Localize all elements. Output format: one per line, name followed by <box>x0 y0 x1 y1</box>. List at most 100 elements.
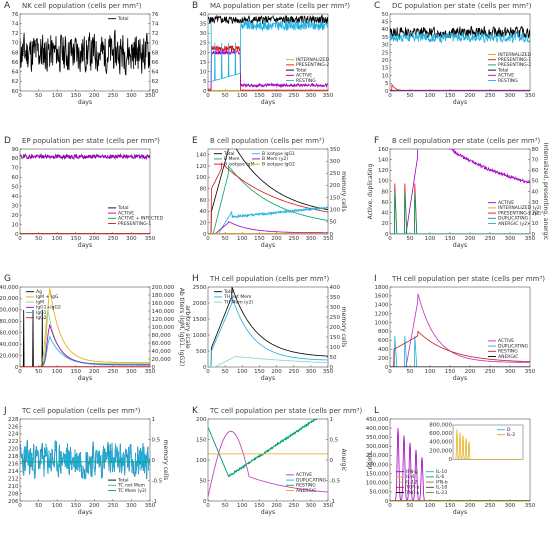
panel-title: TH cell population (cells per mm³) <box>209 275 329 283</box>
y2-tick-label: 62 <box>152 79 159 85</box>
y2-tick-label: 20,000 <box>152 357 172 363</box>
y2-tick-label: 50 <box>532 179 539 185</box>
x-tick-label: 350 <box>525 503 536 509</box>
chart-panel-d: D EP population per state (cells per mm³)… <box>4 136 164 249</box>
x-tick-label: 200 <box>271 503 282 509</box>
y2-tick-label: 180,000 <box>152 293 175 299</box>
legend-label: ACTIVE <box>498 200 514 206</box>
series-line-b-mem-y2- <box>208 220 328 234</box>
y-tick-label: 208 <box>8 491 19 497</box>
y2-tick-label: 0 <box>152 365 156 371</box>
x-tick-label: 100 <box>425 236 436 242</box>
chart-panel-k: K TC cell population per state (cells per… <box>192 406 362 516</box>
x-tick-label: 50 <box>222 236 229 242</box>
x-axis-label: days <box>453 242 467 249</box>
x-tick-label: 0 <box>206 93 210 99</box>
x-tick-label: 250 <box>108 236 119 242</box>
series-line-resting <box>390 330 530 367</box>
y-tick-label: 216 <box>8 462 19 468</box>
y2-tick-label: 10 <box>532 221 539 227</box>
x-tick-label: 100 <box>52 503 63 509</box>
legend: INTERNALIZEDPRESENTING-2TotalACTIVERESTI… <box>286 57 330 84</box>
panel-title: TH cell population per state (cells per … <box>391 275 545 283</box>
chart-panel-h: H TH cell population (cells per mm³) 0 50 10… <box>192 274 347 382</box>
chart-panel-j: J TC cell population (cells per mm³)0 50 10… <box>3 406 169 516</box>
x-tick-label: 150 <box>70 93 81 99</box>
y-tick-label: 0 <box>203 89 207 95</box>
plot-frame <box>207 148 329 235</box>
y2-tick-label: 250 <box>330 171 341 177</box>
y-tick-label: 0 <box>203 365 207 371</box>
y-tick-label: 1000 <box>375 320 389 326</box>
y2-tick-label: 140,000 <box>152 309 175 315</box>
y-tick-label: 40 <box>12 194 19 200</box>
x-tick-label: 0 <box>388 503 392 509</box>
inset-legend-label: IL-2 <box>507 432 515 438</box>
y2-tick-label: 150 <box>330 195 341 201</box>
x-tick-label: 50 <box>407 236 414 242</box>
y2-tick-label: 60 <box>532 168 539 174</box>
y-tick-label: 500 <box>196 349 207 355</box>
series-lines <box>390 25 530 91</box>
y2-tick-label: 50 <box>330 355 337 361</box>
x-tick-label: 350 <box>145 369 156 375</box>
y-tick-label: 0 <box>385 499 389 505</box>
y2-tick-label: 70 <box>152 41 159 47</box>
panel-letter: A <box>4 1 11 11</box>
x-tick-label: 50 <box>35 503 42 509</box>
x-tick-label: 0 <box>206 503 210 509</box>
x-axis-label: days <box>261 99 275 106</box>
y2-tick-label: 72 <box>152 31 159 37</box>
x-tick-label: 250 <box>485 93 496 99</box>
x-tick-label: 50 <box>407 93 414 99</box>
inset-chart: 0 200,000 400,000 600,000 800,000 DIL-2 <box>429 423 524 463</box>
x-tick-label: 250 <box>288 503 299 509</box>
y2-tick-label: 50 <box>330 220 337 226</box>
x-tick-label: 300 <box>126 93 137 99</box>
x-tick-label: 300 <box>306 93 317 99</box>
y2-axis-label: memory cells <box>162 440 169 480</box>
x-tick-label: 100 <box>425 503 436 509</box>
legend-label: ACTIVE <box>498 73 514 79</box>
legend-label: PRESENTING-2 (y2) <box>498 210 542 216</box>
chart-panel-b: B MA population per state (cells per mm³)… <box>192 1 350 106</box>
y-axis-label: ng/mL <box>367 450 374 469</box>
legend-label: INTERNALIZED <box>498 52 532 58</box>
legend-label: DUPLICATING <box>498 216 529 222</box>
legend-label: IL-4 <box>406 474 414 480</box>
x-tick-label: 250 <box>108 503 119 509</box>
series-lines <box>208 287 328 367</box>
x-tick-label: 150 <box>254 236 265 242</box>
x-tick-label: 350 <box>145 236 156 242</box>
series-lines <box>390 149 530 234</box>
y-tick-label: 40 <box>382 211 389 217</box>
series-line-presenting-2 <box>208 45 328 91</box>
x-axis-label: days <box>261 375 275 382</box>
series-line-active <box>208 50 328 90</box>
legend-label: Total <box>295 67 307 73</box>
panel-letter: B <box>192 1 198 11</box>
x-axis-label: days <box>453 99 467 106</box>
x-tick-label: 0 <box>206 369 210 375</box>
y2-axis-label: Ab titers (IgM, IgG1, IgG2) <box>178 288 185 367</box>
series-lines <box>20 288 150 367</box>
y2-axis-label: memory cells <box>340 171 347 211</box>
panel-letter: H <box>192 274 199 284</box>
y-tick-label: 600 <box>378 338 389 344</box>
y2-tick-label: -1 <box>152 499 157 505</box>
y2-tick-label: 0 <box>330 365 334 371</box>
y2-tick-label: 150 <box>330 335 341 341</box>
panel-title: B cell population per state (cells per m… <box>392 137 541 145</box>
inset-y-tick-label: 400,000 <box>429 440 452 446</box>
chart-panel-i: I TH cell population per state (cells per… <box>374 274 545 382</box>
y-tick-label: 160 <box>378 147 389 153</box>
x-tick-label: 300 <box>126 236 137 242</box>
x-tick-label: 250 <box>108 93 119 99</box>
legend-label: B isotype IgM <box>224 161 255 167</box>
x-tick-label: 50 <box>222 369 229 375</box>
legend-label: PRESENTING-2 <box>296 62 329 68</box>
legend-label: ACTIVE <box>498 338 514 344</box>
